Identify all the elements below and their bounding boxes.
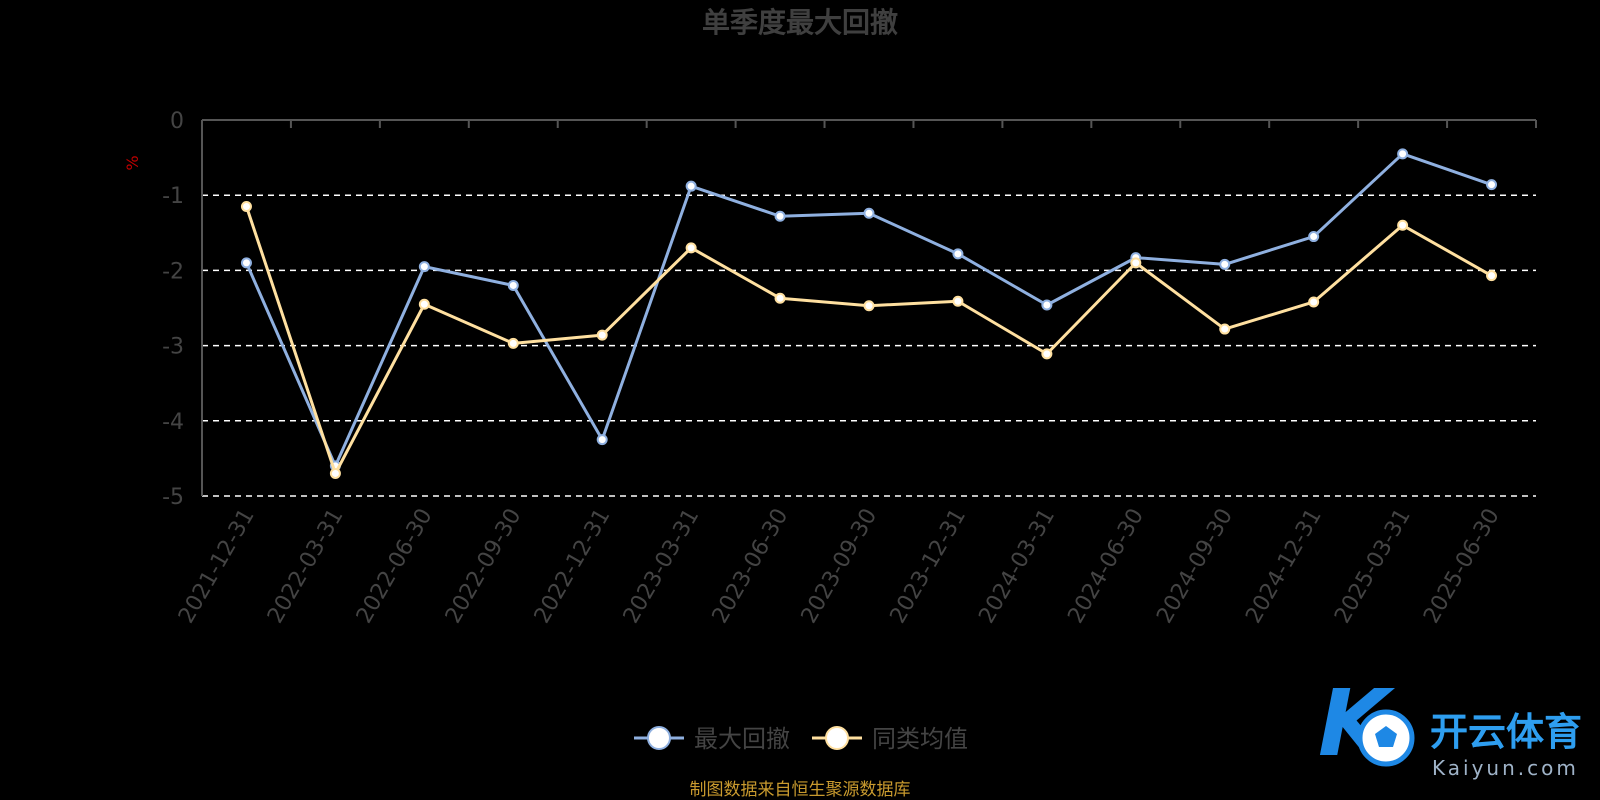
data-point [1397, 219, 1409, 231]
data-point [1486, 270, 1498, 282]
logo-name: 开云体育 [1430, 710, 1582, 754]
data-point [596, 329, 608, 341]
y-axis-unit: % [123, 155, 142, 170]
y-tick-label: -1 [162, 184, 184, 209]
data-point [774, 292, 786, 304]
x-tick-label: 2021-12-31 [174, 505, 260, 628]
x-tick-label: 2022-03-31 [263, 505, 349, 628]
x-tick-label: 2022-09-30 [441, 505, 527, 628]
data-point [952, 295, 964, 307]
x-tick-label: 2024-03-31 [974, 505, 1060, 628]
legend[interactable]: 最大回撤 同类均值 [634, 725, 968, 753]
data-point [685, 242, 697, 254]
brand-logo: K 开云体育 Kaiyun.com [1318, 670, 1582, 780]
series-line-2 [245, 206, 1493, 475]
x-tick-label: 2024-12-31 [1241, 505, 1327, 628]
x-tick-label: 2023-09-30 [797, 505, 883, 628]
x-tick-label: 2022-06-30 [352, 505, 438, 628]
x-tick-label: 2025-03-31 [1330, 505, 1416, 628]
x-tick-label: 2025-06-30 [1419, 505, 1505, 628]
legend-marker [825, 726, 849, 750]
x-tick-label: 2024-06-30 [1063, 505, 1149, 628]
data-point [240, 200, 252, 212]
y-tick-label: -4 [162, 410, 184, 435]
data-point [1041, 299, 1053, 311]
data-point [685, 180, 697, 192]
y-tick-label: 0 [170, 109, 184, 134]
x-tick-label: 2023-12-31 [886, 505, 972, 628]
x-tick-label: 2023-03-31 [619, 505, 705, 628]
series-layer [240, 148, 1498, 479]
data-point [774, 210, 786, 222]
data-point [507, 337, 519, 349]
chart-title: 单季度最大回撤 [702, 6, 898, 39]
data-point [863, 300, 875, 312]
data-point [1397, 148, 1409, 160]
legend-item-2[interactable]: 同类均值 [812, 725, 968, 753]
data-point [1308, 231, 1320, 243]
x-tick-label: 2023-06-30 [708, 505, 794, 628]
data-point [418, 298, 430, 310]
data-point [329, 467, 341, 479]
data-point [418, 261, 430, 273]
data-point [863, 207, 875, 219]
data-point [240, 257, 252, 269]
source-note: 制图数据来自恒生聚源数据库 [690, 780, 911, 800]
data-point [1308, 296, 1320, 308]
legend-label: 最大回撤 [694, 725, 790, 753]
data-point [1219, 323, 1231, 335]
logo-url: Kaiyun.com [1432, 756, 1579, 780]
data-point [507, 279, 519, 291]
x-tick-label: 2022-12-31 [530, 505, 616, 628]
data-point [1486, 179, 1498, 191]
y-tick-label: -3 [162, 335, 184, 360]
legend-item-1[interactable]: 最大回撤 [634, 725, 790, 753]
data-point [1130, 257, 1142, 269]
x-tick-label: 2024-09-30 [1152, 505, 1238, 628]
data-point [952, 248, 964, 260]
legend-marker [647, 726, 671, 750]
data-point [1041, 348, 1053, 360]
data-point [1219, 258, 1231, 270]
y-tick-label: -2 [162, 259, 184, 284]
legend-label: 同类均值 [872, 725, 968, 753]
data-point [596, 434, 608, 446]
logo-mark-icon: K [1318, 670, 1415, 777]
y-tick-label: -5 [162, 485, 184, 510]
